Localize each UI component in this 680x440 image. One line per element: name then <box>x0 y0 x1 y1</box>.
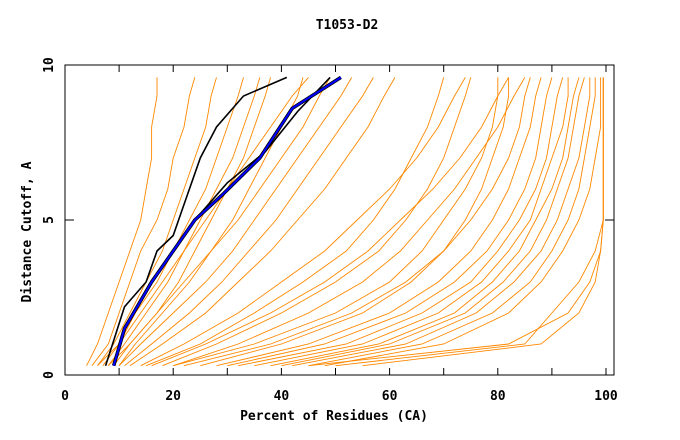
x-tick-label: 40 <box>274 389 290 404</box>
model-line <box>324 77 602 367</box>
model-line <box>281 77 585 367</box>
model-line <box>107 77 331 367</box>
x-tick-label: 20 <box>165 389 181 404</box>
model-line <box>173 77 526 367</box>
y-tick-label: 5 <box>42 216 57 224</box>
x-tick-labels: 0 20 40 60 80 100 <box>61 389 618 404</box>
chart-title: T1053-D2 <box>316 18 379 33</box>
y-tick-label: 10 <box>42 57 57 73</box>
x-tick-label: 60 <box>382 389 398 404</box>
model-line <box>200 77 510 367</box>
model-line <box>107 77 261 366</box>
model-line <box>173 77 499 367</box>
model-line <box>97 77 217 366</box>
model-line <box>124 77 374 367</box>
model-line <box>270 77 580 367</box>
model-line <box>118 77 353 367</box>
series-group <box>86 75 604 367</box>
model-line <box>102 77 244 366</box>
highlight-black-line <box>104 76 288 366</box>
model-line <box>129 77 396 367</box>
x-tick-label: 100 <box>594 389 618 404</box>
model-line <box>254 77 569 367</box>
model-line <box>308 77 604 367</box>
y-tick-label: 0 <box>42 371 57 379</box>
model-line <box>308 77 596 367</box>
plot-frame <box>64 64 615 376</box>
model-line <box>91 77 196 366</box>
model-line <box>86 77 158 366</box>
x-tick-label: 80 <box>490 389 506 404</box>
model-line <box>145 77 445 367</box>
x-tick-label: 0 <box>61 389 69 404</box>
model-line <box>183 77 531 367</box>
model-line <box>292 77 591 367</box>
model-line <box>335 77 604 367</box>
model-line <box>162 77 472 367</box>
model-line <box>238 77 564 367</box>
x-axis-label: Percent of Residues (CA) <box>240 409 428 424</box>
model-line <box>227 77 553 367</box>
model-line <box>97 77 309 367</box>
model-line <box>140 77 466 367</box>
model-line <box>151 77 509 367</box>
highlight-blue-line <box>112 76 342 366</box>
ticks-group <box>64 64 614 376</box>
y-tick-labels: 0 5 10 <box>42 57 57 379</box>
model-line <box>216 77 542 367</box>
y-axis-label: Distance Cutoff, A <box>20 161 35 302</box>
